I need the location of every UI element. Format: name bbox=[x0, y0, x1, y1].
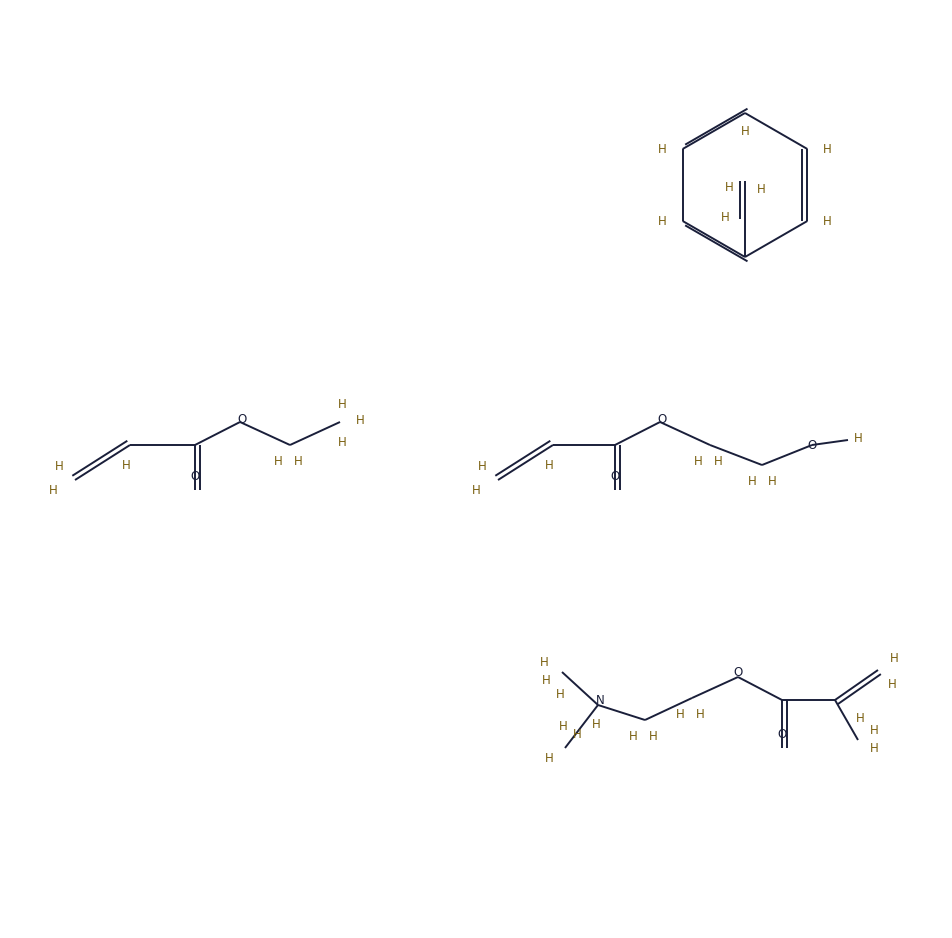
Text: H: H bbox=[767, 475, 777, 488]
Text: H: H bbox=[591, 719, 601, 732]
Text: O: O bbox=[778, 728, 786, 740]
Text: H: H bbox=[338, 435, 347, 448]
Text: H: H bbox=[747, 475, 757, 488]
Text: H: H bbox=[724, 180, 733, 193]
Text: H: H bbox=[887, 677, 897, 690]
Text: H: H bbox=[572, 728, 582, 740]
Text: H: H bbox=[356, 414, 365, 427]
Text: H: H bbox=[478, 460, 486, 473]
Text: H: H bbox=[658, 143, 667, 156]
Text: H: H bbox=[757, 183, 765, 195]
Text: H: H bbox=[648, 730, 658, 743]
Text: N: N bbox=[596, 693, 605, 706]
Text: H: H bbox=[122, 459, 130, 472]
Text: O: O bbox=[190, 470, 200, 482]
Text: O: O bbox=[807, 438, 817, 451]
Text: H: H bbox=[628, 730, 638, 743]
Text: H: H bbox=[869, 742, 879, 754]
Text: H: H bbox=[714, 455, 723, 467]
Text: H: H bbox=[273, 455, 283, 467]
Text: H: H bbox=[293, 455, 303, 467]
Text: H: H bbox=[471, 483, 481, 496]
Text: H: H bbox=[556, 688, 565, 701]
Text: H: H bbox=[338, 398, 347, 411]
Text: H: H bbox=[559, 719, 567, 733]
Text: H: H bbox=[823, 143, 832, 156]
Text: H: H bbox=[49, 483, 57, 496]
Text: H: H bbox=[545, 751, 553, 764]
Text: H: H bbox=[54, 460, 64, 473]
Text: H: H bbox=[658, 215, 667, 228]
Text: H: H bbox=[676, 707, 684, 720]
Text: H: H bbox=[542, 673, 550, 687]
Text: O: O bbox=[658, 413, 666, 426]
Text: H: H bbox=[694, 455, 703, 467]
Text: O: O bbox=[733, 665, 743, 678]
Text: H: H bbox=[823, 215, 832, 228]
Text: H: H bbox=[854, 431, 863, 445]
Text: O: O bbox=[237, 413, 247, 426]
Text: H: H bbox=[721, 210, 729, 223]
Text: H: H bbox=[869, 723, 879, 736]
Text: H: H bbox=[545, 459, 553, 472]
Text: O: O bbox=[610, 470, 620, 482]
Text: H: H bbox=[540, 656, 548, 669]
Text: H: H bbox=[696, 707, 704, 720]
Text: H: H bbox=[889, 652, 899, 664]
Text: H: H bbox=[741, 125, 749, 138]
Text: H: H bbox=[856, 712, 864, 724]
